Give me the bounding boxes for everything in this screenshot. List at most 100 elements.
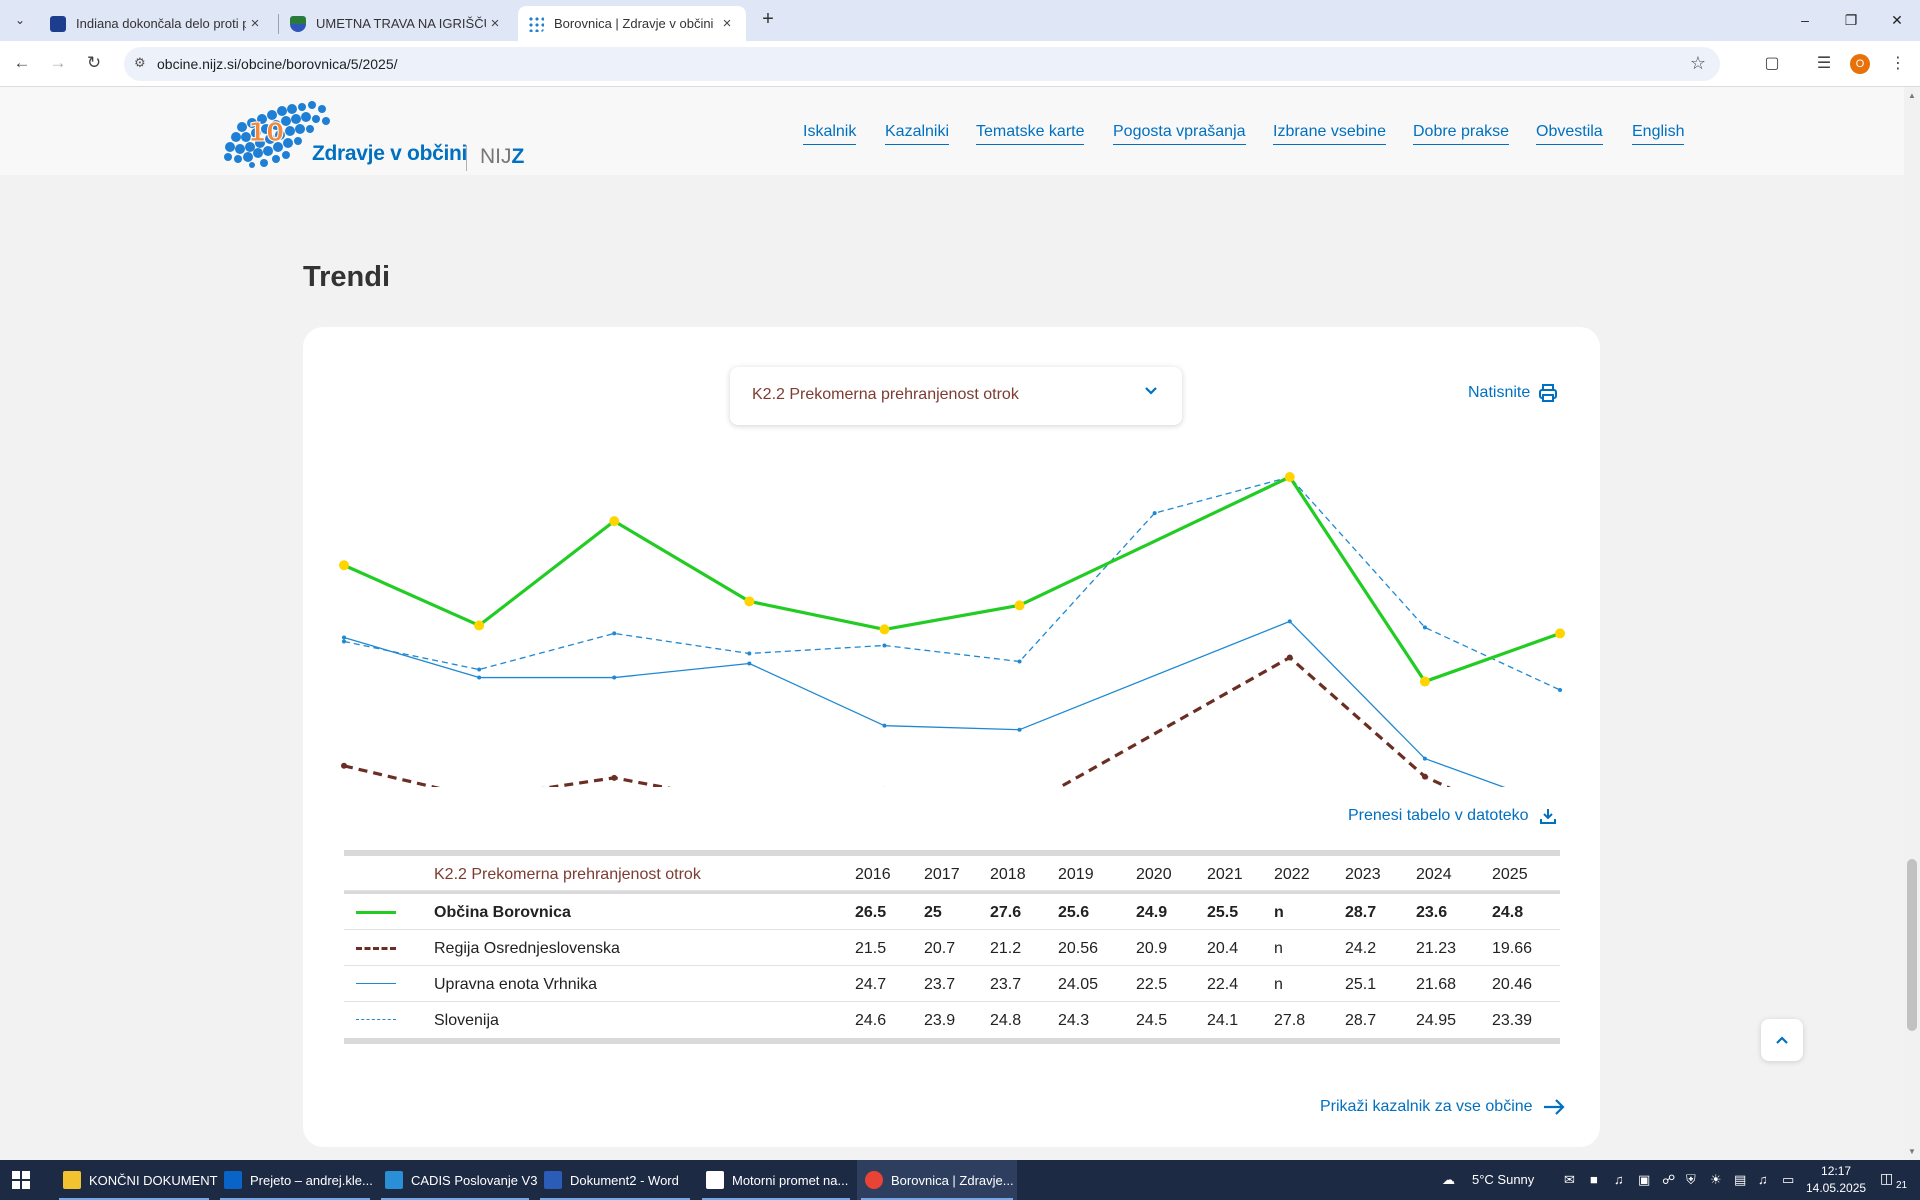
network-tray-icon[interactable]: ▤	[1734, 1172, 1747, 1187]
nav-dobre-prakse[interactable]: Dobre prakse	[1413, 123, 1510, 145]
nav-kazalniki[interactable]: Kazalniki	[885, 123, 950, 145]
taskbar-app[interactable]: CADIS Poslovanje V3	[377, 1160, 537, 1200]
cloud-tray-icon[interactable]: ☀	[1710, 1172, 1722, 1187]
windows-taskbar: KONČNI DOKUMENT Prejeto – andrej.kle... CA…	[0, 1160, 1920, 1200]
profile-avatar[interactable]: O	[1850, 54, 1870, 74]
nav-obvestila[interactable]: Obvestila	[1536, 123, 1603, 145]
table-header-year: 2021	[1207, 866, 1243, 883]
nav-english[interactable]: English	[1632, 123, 1685, 145]
close-window-icon[interactable]: ✕	[1891, 12, 1903, 28]
table-cell: 25.6	[1058, 904, 1090, 921]
table-cell: 22.4	[1207, 976, 1239, 993]
close-tab-icon[interactable]: ×	[722, 14, 732, 32]
extensions-icon[interactable]: ▢	[1764, 55, 1780, 72]
table-cell: 21.2	[990, 940, 1022, 957]
data-point	[1555, 628, 1565, 639]
browser-tab[interactable]: Indiana dokončala delo proti pr ×	[40, 6, 274, 41]
logo-nijz[interactable]: NIJZ	[480, 145, 525, 168]
data-point	[612, 631, 617, 636]
table-row-name: Slovenija	[434, 1012, 499, 1029]
table-header-year: 2019	[1058, 866, 1094, 883]
weather-text[interactable]: 5°C Sunny	[1472, 1172, 1535, 1187]
scroll-up-arrow-icon[interactable]: ▲	[1908, 91, 1916, 100]
new-tab-icon[interactable]: +	[762, 8, 774, 30]
taskbar-app-label: KONČNI DOKUMENT	[89, 1172, 218, 1188]
tab-separator	[278, 14, 279, 34]
app-tray-icon[interactable]: ■	[1590, 1172, 1598, 1187]
scroll-to-top-button[interactable]	[1761, 1019, 1803, 1061]
data-point	[882, 723, 887, 728]
table-cell: 24.05	[1058, 976, 1099, 993]
table-cell: n	[1274, 976, 1283, 993]
close-tab-icon[interactable]: ×	[250, 14, 260, 32]
table-cell: 23.39	[1492, 1012, 1533, 1029]
show-all-municipalities-link[interactable]: Prikaži kazalnik za vse občine	[1320, 1098, 1565, 1116]
data-point	[1152, 511, 1157, 516]
table-cell: 26.5	[855, 904, 887, 921]
table-header-year: 2022	[1274, 866, 1310, 883]
browser-tab[interactable]: UMETNA TRAVA NA IGRIŠČU V ×	[280, 6, 514, 41]
print-button[interactable]: Natisnite	[1468, 383, 1558, 403]
data-point	[747, 661, 752, 666]
download-table-button[interactable]: Prenesi tabelo v datoteko	[1348, 807, 1557, 825]
taskbar-app-label: Motorni promet na...	[732, 1172, 849, 1188]
system-clock[interactable]: 12:17 14.05.2025	[1806, 1163, 1866, 1197]
taskbar-app[interactable]: Prejeto – andrej.kle...	[216, 1160, 374, 1200]
reload-icon[interactable]: ↻	[86, 53, 102, 72]
download-label: Prenesi tabelo v datoteko	[1348, 807, 1529, 824]
taskbar-app-icon	[385, 1171, 403, 1189]
logo-map-icon[interactable]: 10	[222, 97, 332, 169]
nav-iskalnik[interactable]: Iskalnik	[803, 123, 857, 145]
nav-izbrane-vsebine[interactable]: Izbrane vsebine	[1273, 123, 1386, 145]
nav-pogosta-vprasanja[interactable]: Pogosta vprašanja	[1113, 123, 1246, 145]
browser-tab-active[interactable]: Borovnica | Zdravje v občini | N ×	[518, 6, 746, 41]
taskbar-app[interactable]: Borovnica | Zdravje...	[857, 1160, 1017, 1200]
back-icon[interactable]: ←	[13, 53, 31, 72]
table-cell: 24.9	[1136, 904, 1168, 921]
address-bar[interactable]: ⚙ obcine.nijz.si/obcine/borovnica/5/2025…	[124, 47, 1720, 81]
page-scrollbar[interactable]: ▲ ▼	[1904, 87, 1920, 1160]
minimize-icon[interactable]: –	[1801, 12, 1809, 28]
legend-swatch	[356, 1019, 396, 1020]
nav-tematske-karte[interactable]: Tematske karte	[976, 123, 1085, 145]
bookmark-star-icon[interactable]: ☆	[1689, 53, 1706, 73]
mail-tray-icon[interactable]: ✉	[1564, 1172, 1575, 1187]
windows-start-icon[interactable]	[12, 1171, 30, 1189]
headset-tray-icon[interactable]: ♫	[1614, 1172, 1624, 1187]
data-point	[611, 774, 618, 781]
data-point	[341, 762, 347, 769]
trends-card: K2.2 Prekomerna prehranjenost otrok Nati…	[303, 327, 1600, 1147]
taskbar-app-icon	[706, 1171, 724, 1189]
notification-center-icon[interactable]: ◫	[1880, 1170, 1894, 1186]
taskbar-app[interactable]: Dokument2 - Word	[536, 1160, 694, 1200]
taskbar-app-icon	[544, 1171, 562, 1189]
media-controls-icon[interactable]: ☰	[1816, 55, 1832, 72]
forward-icon[interactable]: →	[49, 53, 67, 72]
indicator-select[interactable]: K2.2 Prekomerna prehranjenost otrok	[730, 367, 1182, 425]
table-cell: 25	[924, 904, 942, 921]
volume-icon[interactable]: ♫	[1758, 1172, 1768, 1187]
table-cell: 23.7	[924, 976, 956, 993]
url-text[interactable]: obcine.nijz.si/obcine/borovnica/5/2025/	[157, 56, 398, 72]
network-off-tray-icon[interactable]: ☍	[1662, 1172, 1676, 1187]
weather-icon[interactable]: ☁	[1442, 1172, 1455, 1187]
browser-menu-icon[interactable]: ⋮	[1890, 55, 1906, 72]
scrollbar-thumb[interactable]	[1907, 859, 1917, 1031]
restore-icon[interactable]: ❐	[1844, 12, 1858, 28]
browser-tab-bar: ⌄ Indiana dokončala delo proti pr × UMET…	[0, 0, 1920, 41]
site-info-icon[interactable]: ⚙	[134, 55, 146, 70]
legend-swatch	[356, 947, 396, 950]
display-tray-icon[interactable]: ▭	[1782, 1172, 1795, 1187]
taskbar-app[interactable]: KONČNI DOKUMENT	[55, 1160, 218, 1200]
taskbar-app-label: Prejeto – andrej.kle...	[250, 1172, 373, 1188]
logo-text[interactable]: Zdravje v občini	[312, 142, 468, 165]
taskbar-app[interactable]: Motorni promet na...	[698, 1160, 854, 1200]
table-row: Slovenija 24.6 23.9 24.8 24.3 24.5 24.1 27.8 28.…	[344, 1002, 1560, 1038]
scroll-down-arrow-icon[interactable]: ▼	[1908, 1147, 1916, 1156]
outlook-tray-icon[interactable]: ▣	[1638, 1172, 1651, 1187]
close-tab-icon[interactable]: ×	[490, 14, 500, 32]
table-cell: 27.8	[1274, 1012, 1306, 1029]
taskbar-app-label: Dokument2 - Word	[570, 1172, 679, 1188]
tab-search-chevron-icon[interactable]: ⌄	[14, 13, 26, 27]
security-tray-icon[interactable]: ⛨	[1686, 1172, 1696, 1187]
